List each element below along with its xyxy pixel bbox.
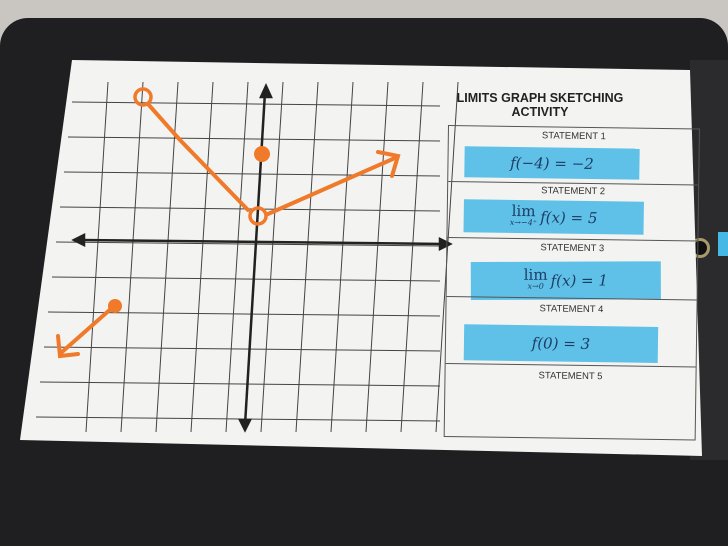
- statement-3-label: STATEMENT 3: [540, 242, 605, 255]
- statement-2-text: f(x) = 5: [540, 207, 598, 227]
- statement-3-text: f(x) = 1: [550, 271, 608, 290]
- lim: lim: [511, 201, 536, 220]
- lim-subscript: x→0: [527, 281, 544, 291]
- closed-point-left: [108, 299, 122, 313]
- closed-point-y3: [254, 146, 270, 162]
- statement-3-card[interactable]: lim x→0 f(x) = 1: [470, 261, 661, 300]
- statements-panel: STATEMENT 1 f(−4) = −2 STATEMENT 2 lim x→…: [443, 125, 700, 441]
- title-line-2: ACTIVITY: [511, 105, 569, 119]
- blue-tab: [718, 232, 728, 256]
- statement-4-card[interactable]: f(0) = 3: [463, 324, 659, 363]
- grid-line-horizontal: [39, 381, 441, 387]
- limit-notation: lim x→−4⁺: [509, 201, 538, 228]
- divider: [445, 362, 696, 368]
- grid-line-vertical: [295, 81, 319, 433]
- worksheet-title: LIMITS GRAPH SKETCHING ACTIVITY: [450, 91, 630, 119]
- grid-line-vertical: [330, 81, 354, 433]
- title-line-1: LIMITS GRAPH SKETCHING: [456, 91, 624, 105]
- open-point-origin: [248, 206, 268, 226]
- y-axis: [243, 91, 267, 426]
- grid-line-vertical: [85, 81, 109, 433]
- grid-line-horizontal: [35, 416, 441, 422]
- grid-line-vertical: [120, 81, 144, 433]
- grid-line-vertical: [400, 81, 424, 433]
- grid-line-horizontal: [43, 346, 441, 352]
- statement-4-text: f(0) = 3: [531, 334, 591, 354]
- y-axis-arrow-up: [259, 82, 273, 99]
- arrow-right-head: [376, 150, 401, 178]
- grid-line-vertical: [435, 81, 459, 433]
- x-axis-arrow-left: [71, 232, 86, 248]
- grid-line-horizontal: [59, 206, 441, 212]
- x-axis-arrow-right: [438, 236, 453, 252]
- x-axis: [79, 238, 446, 246]
- statement-4-label: STATEMENT 4: [539, 303, 604, 316]
- grid-line-vertical: [260, 81, 284, 433]
- lim: lim: [523, 265, 548, 284]
- limit-notation: lim x→0: [523, 265, 548, 293]
- grid-line-horizontal: [63, 171, 441, 177]
- statement-2-label: STATEMENT 2: [541, 185, 606, 198]
- statement-1-text: f(−4) = −2: [510, 153, 594, 173]
- grid-line-vertical: [155, 81, 179, 433]
- statement-1-label: STATEMENT 1: [541, 130, 606, 143]
- grid-line-vertical: [190, 81, 214, 433]
- grid-line-horizontal: [71, 101, 441, 107]
- segment-far-left: [60, 305, 115, 354]
- lim-subscript: x→−4⁺: [509, 217, 538, 227]
- segment-left: [146, 102, 250, 212]
- grid-line-vertical: [225, 81, 249, 433]
- grid-line-horizontal: [55, 241, 441, 247]
- open-point-top: [133, 87, 153, 107]
- statement-1-card[interactable]: f(−4) = −2: [464, 146, 640, 180]
- y-axis-arrow-down: [237, 418, 253, 433]
- statement-2-card[interactable]: lim x→−4⁺ f(x) = 5: [463, 199, 644, 235]
- statement-5-label: STATEMENT 5: [538, 370, 603, 383]
- arrow-left-head: [56, 334, 80, 359]
- segment-right: [266, 156, 397, 216]
- grid-line-horizontal: [51, 276, 441, 282]
- grid-line-horizontal: [67, 136, 441, 142]
- grid-line-vertical: [365, 81, 389, 433]
